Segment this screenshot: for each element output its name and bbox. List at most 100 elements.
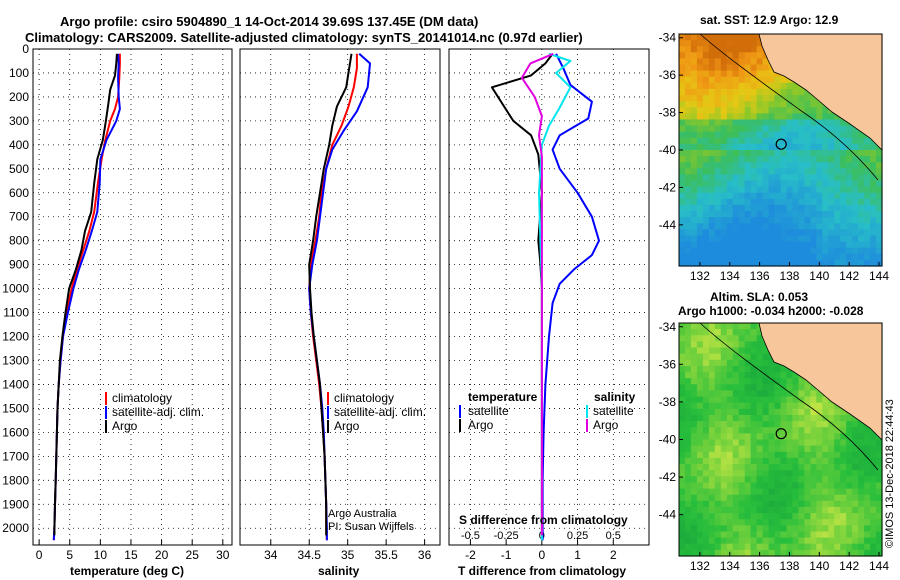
map-cell bbox=[774, 217, 782, 224]
map-cell bbox=[762, 253, 770, 261]
map-cell bbox=[696, 359, 704, 367]
map-cell bbox=[744, 378, 752, 385]
map-cell bbox=[708, 253, 716, 261]
map-cell bbox=[714, 113, 722, 121]
map-cell bbox=[690, 470, 698, 477]
map-cell bbox=[792, 113, 799, 121]
map-cell bbox=[834, 408, 841, 416]
map-cell bbox=[792, 500, 799, 508]
map-cell bbox=[732, 137, 740, 145]
map-cell bbox=[768, 125, 776, 133]
map-cell bbox=[780, 470, 788, 477]
map-lat-label: -34 bbox=[659, 31, 677, 45]
map-cell bbox=[828, 223, 835, 230]
map-cell bbox=[685, 433, 692, 441]
map-cell bbox=[744, 506, 752, 514]
map-cell bbox=[690, 519, 698, 526]
map-cell bbox=[720, 235, 728, 243]
map-cell bbox=[834, 204, 841, 212]
map-cell bbox=[738, 204, 746, 212]
map-cell bbox=[768, 365, 776, 373]
map-cell bbox=[732, 464, 740, 471]
map-cell bbox=[756, 445, 764, 453]
map-cell bbox=[786, 543, 794, 551]
map-cell bbox=[798, 174, 805, 182]
map-cell bbox=[870, 186, 877, 194]
map-cell bbox=[840, 253, 847, 261]
map-cell bbox=[774, 519, 782, 526]
map-cell bbox=[804, 433, 811, 441]
map-cell bbox=[780, 113, 788, 121]
map-cell bbox=[696, 396, 704, 404]
map-cell bbox=[750, 390, 758, 398]
map-cell bbox=[840, 537, 847, 545]
map-cell bbox=[798, 421, 805, 428]
map-cell bbox=[732, 229, 740, 237]
x-tick-label: 0 bbox=[539, 548, 546, 562]
map-cell bbox=[840, 433, 847, 441]
map-cell bbox=[685, 113, 692, 121]
map-cell bbox=[685, 390, 692, 398]
map-cell bbox=[852, 470, 859, 477]
map-cell bbox=[714, 384, 722, 391]
map-cell bbox=[708, 34, 716, 41]
map-cell bbox=[810, 143, 817, 151]
map-cell bbox=[822, 445, 829, 453]
depth-tick-label: 1800 bbox=[2, 473, 29, 487]
map-cell bbox=[696, 82, 704, 90]
map-cell bbox=[786, 76, 794, 84]
map-cell bbox=[810, 457, 817, 465]
depth-tick-label: 1200 bbox=[2, 330, 29, 344]
map-cell bbox=[792, 494, 799, 502]
map-cell bbox=[846, 513, 853, 520]
map-cell bbox=[876, 488, 883, 496]
map-cell bbox=[720, 223, 728, 230]
map-cell bbox=[768, 402, 776, 410]
map-lon-label: 140 bbox=[809, 269, 829, 283]
map-cell bbox=[786, 476, 794, 483]
map-cell bbox=[696, 415, 704, 422]
map-cell bbox=[810, 384, 817, 391]
map-cell bbox=[852, 445, 859, 453]
map-cell bbox=[685, 500, 692, 508]
map-cell bbox=[732, 353, 740, 361]
map-cell bbox=[732, 198, 740, 206]
map-cell bbox=[756, 464, 764, 471]
map-cell bbox=[870, 168, 877, 175]
legend-s-argo: Argo bbox=[593, 418, 619, 432]
map-cell bbox=[679, 125, 686, 133]
map-cell bbox=[768, 488, 776, 496]
map-cell bbox=[816, 390, 823, 398]
map-cell bbox=[852, 433, 859, 441]
map-cell bbox=[726, 70, 734, 78]
map-cell bbox=[828, 168, 835, 175]
map-cell bbox=[852, 549, 859, 557]
map-cell bbox=[858, 235, 865, 243]
map-cell bbox=[786, 217, 794, 224]
map-cell bbox=[786, 372, 794, 379]
map-lon-label: 132 bbox=[690, 559, 710, 573]
map-cell bbox=[708, 525, 716, 532]
map-cell bbox=[840, 445, 847, 453]
map-cell bbox=[828, 433, 835, 441]
map-cell bbox=[798, 217, 805, 224]
map-cell bbox=[750, 537, 758, 545]
map-cell bbox=[744, 464, 752, 471]
map-cell bbox=[816, 470, 823, 477]
map-cell bbox=[780, 519, 788, 526]
map-cell bbox=[768, 156, 776, 163]
map-cell bbox=[780, 88, 788, 96]
map-cell bbox=[822, 500, 829, 508]
map-cell bbox=[679, 229, 686, 237]
map-cell bbox=[816, 525, 823, 532]
map-cell bbox=[726, 229, 734, 237]
map-cell bbox=[810, 427, 817, 434]
map-cell bbox=[822, 180, 829, 188]
map-cell bbox=[696, 476, 704, 483]
map-cell bbox=[774, 457, 782, 465]
map-cell bbox=[780, 402, 788, 410]
map-cell bbox=[744, 229, 752, 237]
map-cell bbox=[876, 192, 883, 200]
map-cell bbox=[756, 427, 764, 434]
map-cell bbox=[804, 107, 811, 114]
